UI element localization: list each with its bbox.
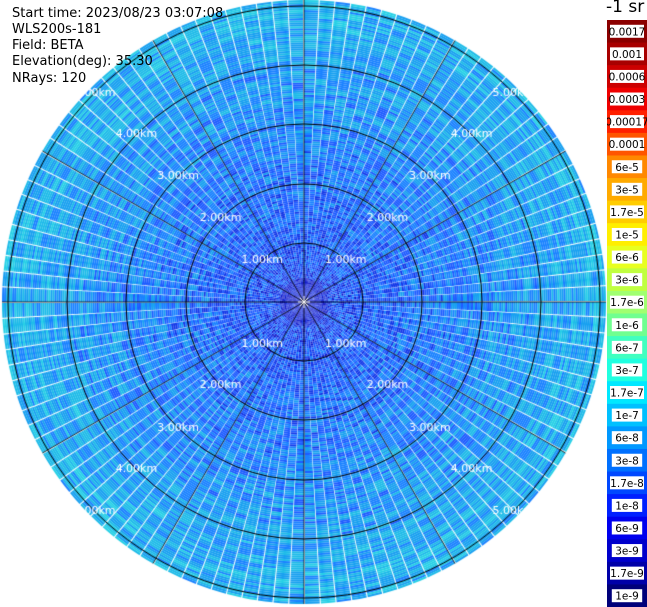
colorbar-label-background — [611, 363, 643, 377]
colorbar-label: 1.7e-6 — [610, 297, 644, 309]
colorbar-label-background — [611, 227, 643, 241]
start-time-label: Start time: 2023/08/23 03:07:08 — [12, 6, 224, 21]
colorbar-label: 3e-7 — [615, 365, 639, 377]
colorbar-label-background — [610, 24, 644, 38]
colorbar-label: 1e-6 — [615, 320, 639, 332]
instrument-label: WLS200s-181 — [12, 22, 102, 37]
colorbar-label: 1e-9 — [615, 591, 639, 603]
colorbar-label-background — [611, 160, 643, 174]
colorbar-label-background — [611, 498, 643, 512]
colorbar-label: 0.001 — [612, 49, 642, 61]
colorbar-label: 1.7e-7 — [610, 388, 644, 400]
colorbar-label-background — [611, 318, 643, 332]
colorbar-label-background — [611, 340, 643, 354]
colorbar-label: 0.00017 — [607, 117, 647, 129]
colorbar-label-background — [610, 476, 644, 490]
unit-label: -1 sr — [606, 0, 645, 17]
colorbar: 0.0017 0.001 0.0006 0.0003 0.00017 0.0001 6e-5… — [607, 20, 647, 607]
colorbar-label-background — [610, 115, 644, 129]
ppi-radar-plot — [0, 0, 607, 607]
colorbar-label-background — [611, 273, 643, 287]
colorbar-label-background — [611, 544, 643, 558]
colorbar-label: 3e-5 — [615, 184, 639, 196]
colorbar-label-background — [610, 137, 644, 151]
colorbar-label-background — [610, 205, 644, 219]
field-label: Field: BETA — [12, 38, 84, 53]
colorbar-label: 1.7e-9 — [610, 568, 644, 580]
colorbar-label-background — [611, 250, 643, 264]
colorbar-label: 3e-8 — [615, 455, 639, 467]
colorbar-label: 1e-8 — [615, 500, 639, 512]
colorbar-label: 0.0001 — [609, 139, 646, 151]
colorbar-label: 1.7e-5 — [610, 207, 644, 219]
colorbar-label: 1e-7 — [615, 410, 639, 422]
colorbar-label-background — [610, 566, 644, 580]
colorbar-label: 6e-5 — [615, 162, 639, 174]
colorbar-label-background — [611, 453, 643, 467]
colorbar-label-background — [611, 589, 643, 603]
colorbar-label-background — [611, 431, 643, 445]
colorbar-label: 6e-7 — [615, 342, 639, 354]
colorbar-label: 6e-8 — [615, 433, 639, 445]
colorbar-label: 1.7e-8 — [610, 478, 644, 490]
colorbar-label: 1e-5 — [615, 229, 639, 241]
nrays-label: NRays: 120 — [12, 71, 87, 86]
colorbar-label: 6e-6 — [615, 252, 639, 264]
colorbar-label-background — [611, 408, 643, 422]
elevation-label: Elevation(deg): 35.30 — [12, 54, 153, 69]
colorbar-label-background — [610, 69, 644, 83]
colorbar-label-background — [610, 295, 644, 309]
colorbar-label-background — [610, 386, 644, 400]
colorbar-label: 6e-9 — [615, 523, 639, 535]
colorbar-label: 0.0003 — [609, 94, 646, 106]
colorbar-label-background — [611, 182, 643, 196]
colorbar-label: 3e-6 — [615, 275, 639, 287]
colorbar-label-background — [611, 521, 643, 535]
colorbar-label: 0.0006 — [609, 71, 646, 83]
colorbar-label-background — [610, 47, 644, 61]
colorbar-label: 0.0017 — [609, 26, 646, 38]
colorbar-label: 3e-9 — [615, 546, 639, 558]
colorbar-label-background — [610, 92, 644, 106]
